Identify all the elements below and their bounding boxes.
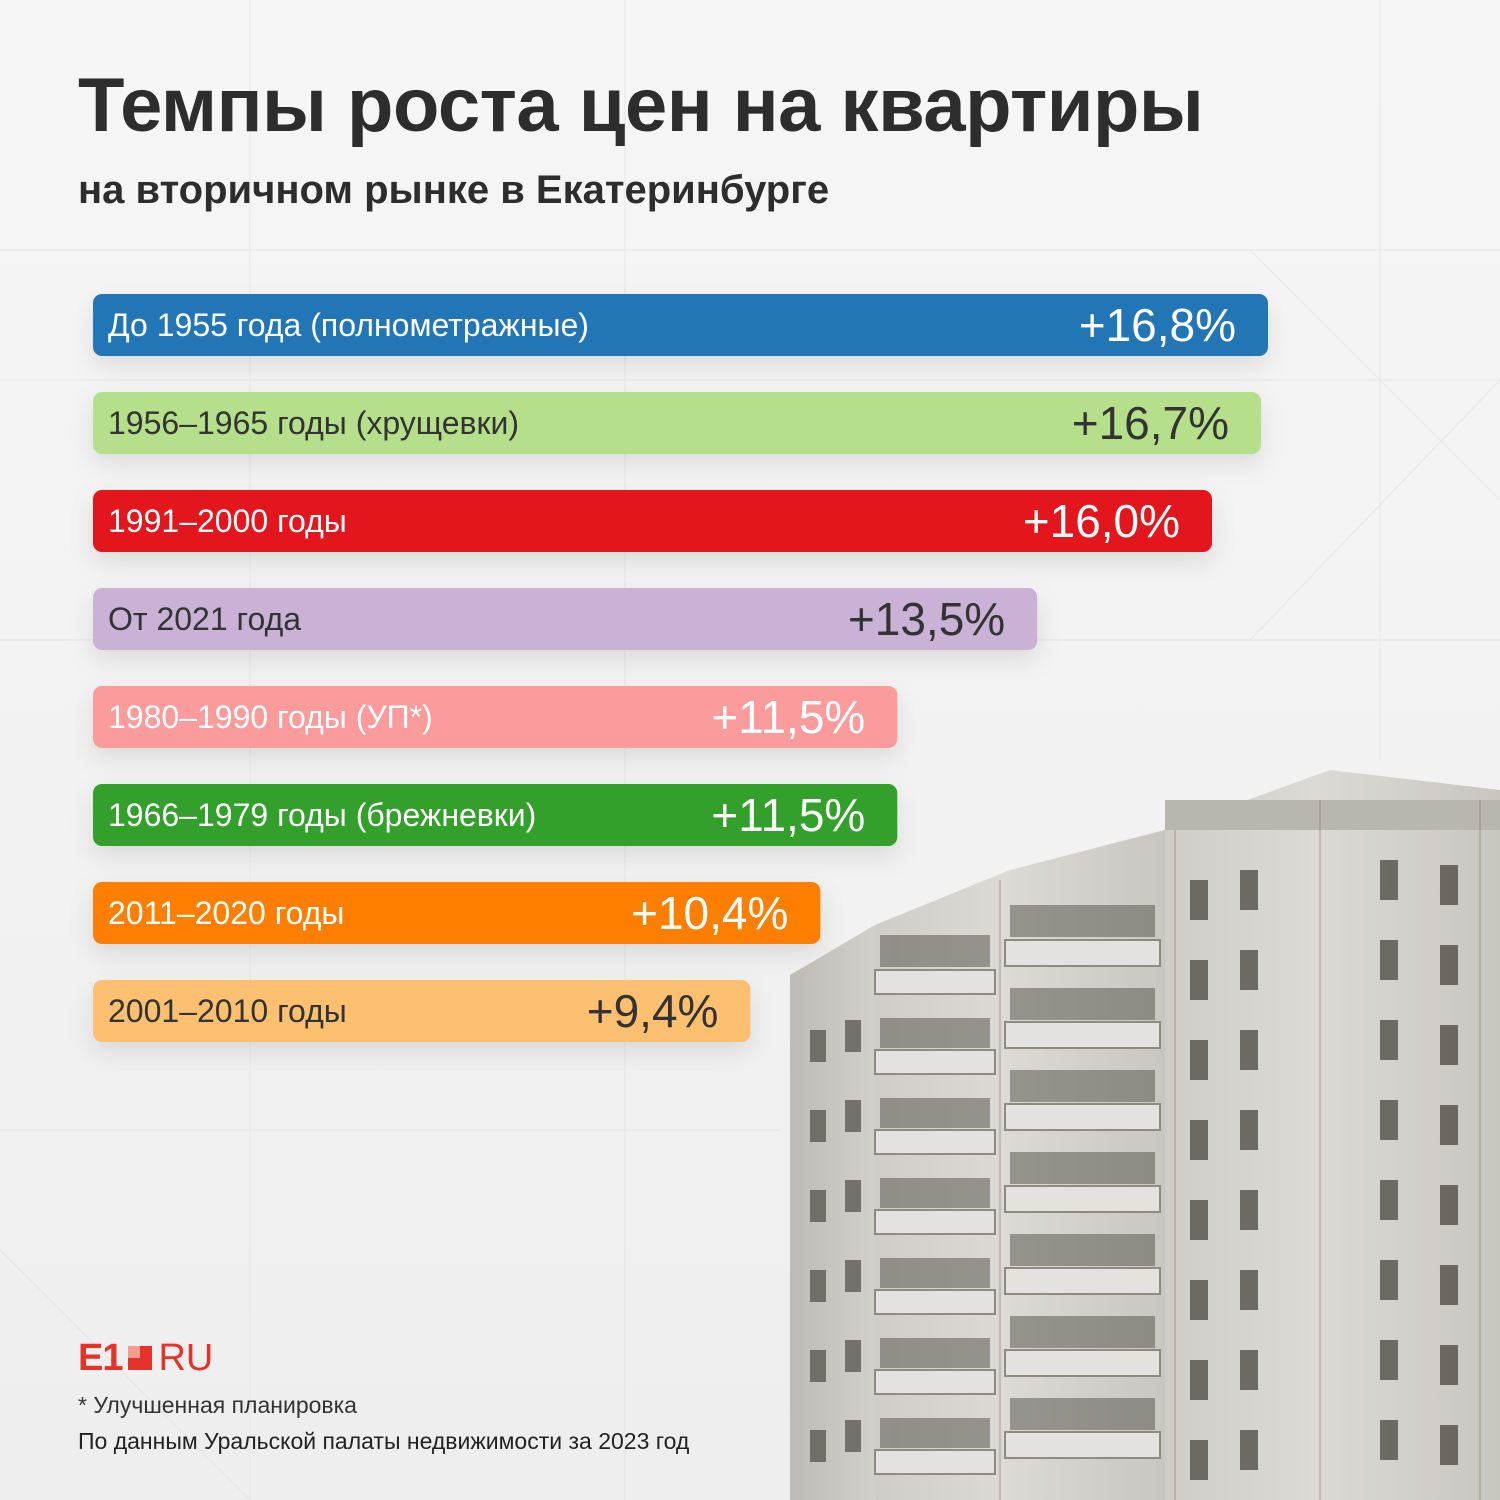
bar-category-label: До 1955 года (полнометражные) — [108, 307, 589, 343]
footnote: * Улучшенная планировка — [78, 1392, 357, 1418]
bar-category-label: 2001–2010 годы — [108, 993, 347, 1029]
bar-group: 1980–1990 годы (УП*) +11,5% — [93, 686, 898, 748]
bar-value-label: +10,4% — [631, 887, 788, 939]
bar — [93, 294, 1268, 356]
logo-square-icon — [128, 1346, 153, 1370]
chart-subtitle: на вторичном рынке в Екатеринбурге — [78, 168, 830, 212]
bar — [93, 980, 751, 1042]
logo-brand: E1 — [78, 1336, 123, 1379]
bar-category-label: 1991–2000 годы — [108, 503, 347, 539]
bar — [93, 490, 1212, 552]
bar-value-label: +16,8% — [1079, 299, 1236, 351]
bar-group: 2001–2010 годы +9,4% — [93, 980, 751, 1042]
source-note: По данным Уральской палаты недвижимости … — [78, 1428, 690, 1454]
bar-group: 1966–1979 годы (брежневки) +11,5% — [93, 784, 898, 846]
chart-title: Темпы роста цен на квартиры — [78, 63, 1204, 148]
bar — [93, 686, 898, 748]
logo-domain: RU — [158, 1336, 214, 1379]
bar-category-label: 1956–1965 годы (хрущевки) — [108, 405, 519, 441]
bar-group: 2011–2020 годы +10,4% — [93, 882, 821, 944]
bar-category-label: От 2021 года — [108, 601, 301, 637]
bar-category-label: 1966–1979 годы (брежневки) — [108, 797, 536, 833]
bar-group: До 1955 года (полнометражные) +16,8% — [93, 294, 1268, 356]
bar-category-label: 1980–1990 годы (УП*) — [108, 699, 433, 735]
bar — [93, 882, 821, 944]
e1-logo[interactable]: E1 RU — [78, 1336, 214, 1379]
bar — [93, 784, 898, 846]
bar — [93, 588, 1038, 650]
bar-group: От 2021 года +13,5% — [93, 588, 1038, 650]
bar-value-label: +9,4% — [587, 985, 719, 1037]
bar-category-label: 2011–2020 годы — [108, 895, 344, 931]
bar — [93, 392, 1261, 454]
bar-value-label: +11,5% — [711, 789, 865, 841]
bar-value-label: +11,5% — [711, 691, 865, 743]
bar-group: 1991–2000 годы +16,0% — [93, 490, 1212, 552]
apartment-building-image — [790, 770, 1500, 1500]
bar-value-label: +13,5% — [848, 593, 1005, 645]
bar-value-label: +16,0% — [1023, 495, 1180, 547]
bar-group: 1956–1965 годы (хрущевки) +16,7% — [93, 392, 1261, 454]
bar-value-label: +16,7% — [1072, 397, 1229, 449]
